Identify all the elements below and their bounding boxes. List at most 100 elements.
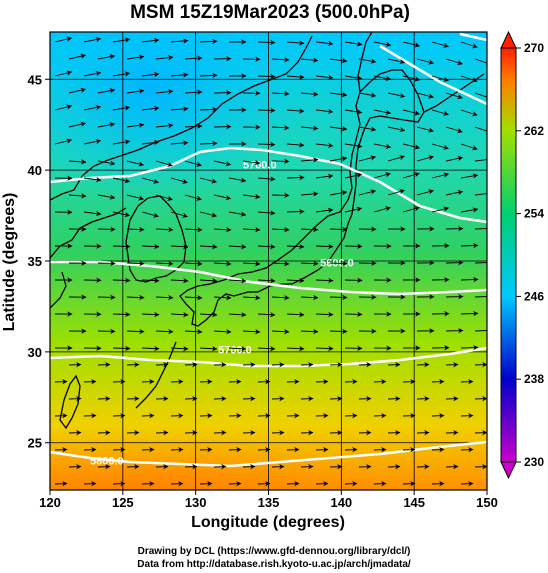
wind-arrow <box>83 176 102 183</box>
wind-arrow <box>329 328 348 335</box>
wind-arrow <box>387 58 406 65</box>
wind-arrow <box>460 173 479 179</box>
wind-arrow <box>155 294 174 301</box>
wind-arrow <box>416 155 434 162</box>
wind-arrow <box>315 74 334 81</box>
wind-arrow <box>387 92 406 99</box>
wind-arrow <box>358 58 377 64</box>
wind-arrow <box>460 242 479 249</box>
wind-arrow <box>54 104 73 111</box>
wind-arrow <box>402 75 421 82</box>
wind-arrow <box>112 243 131 250</box>
wind-arrow <box>126 328 145 335</box>
x-tick-label: 150 <box>476 495 498 510</box>
wind-arrow <box>170 106 189 112</box>
wind-arrow <box>460 109 478 117</box>
wind-arrow <box>474 296 487 298</box>
wind-arrow <box>228 211 247 217</box>
wind-arrow <box>54 36 73 43</box>
wind-arrow <box>141 37 160 44</box>
y-axis-ticks: 25 30 35 40 45 <box>28 72 50 451</box>
wind-arrow <box>329 156 348 162</box>
wind-arrow <box>300 226 319 233</box>
wind-arrow <box>416 126 434 133</box>
wind-arrow <box>242 329 261 335</box>
wind-arrow <box>402 143 421 150</box>
wind-arrow <box>271 90 290 97</box>
wind-arrow <box>228 278 247 284</box>
wind-arrow <box>126 194 145 201</box>
wind-arrow <box>257 277 276 284</box>
x-axis-label: Longitude (degrees) <box>191 514 345 531</box>
contour-label: 5700.0 <box>243 159 277 171</box>
wind-arrow <box>315 142 334 149</box>
wind-arrow <box>344 41 363 47</box>
wind-arrow <box>445 92 463 100</box>
wind-arrow <box>286 174 305 181</box>
wind-arrow <box>271 260 290 267</box>
x-tick-label: 125 <box>112 495 134 510</box>
wind-arrow <box>184 260 203 267</box>
wind-arrow <box>286 243 305 250</box>
wind-arrow <box>228 177 247 183</box>
wind-arrow <box>329 190 348 196</box>
colorbar-scale <box>500 47 517 463</box>
wind-arrow <box>112 177 131 184</box>
wind-arrow <box>460 75 478 83</box>
wind-arrow <box>242 159 261 166</box>
wind-arrow <box>300 57 319 63</box>
x-tick-label: 140 <box>330 495 352 510</box>
wind-arrow <box>257 107 276 114</box>
wind-arrow <box>271 294 290 301</box>
wind-arrow <box>199 140 218 147</box>
wind-arrow <box>402 109 421 116</box>
wind-arrow <box>474 228 487 230</box>
wind-arrow <box>68 121 87 128</box>
wind-arrow <box>474 190 487 197</box>
wind-arrow <box>170 211 188 218</box>
wind-arrow <box>315 207 334 214</box>
wind-arrow <box>242 295 261 301</box>
wind-arrow <box>416 189 434 196</box>
map-title: MSM 15Z19Mar2023 (500.0hPa) <box>130 2 410 23</box>
wind-arrow <box>329 125 348 132</box>
wind-arrow <box>373 206 391 213</box>
wind-arrow <box>68 53 87 60</box>
contour-north <box>379 44 487 106</box>
wind-arrow <box>242 193 261 200</box>
wind-arrow <box>300 328 319 335</box>
wind-arrow <box>431 75 449 82</box>
wind-arrow <box>329 226 348 233</box>
wind-arrow <box>242 261 261 267</box>
y-tick-label: 35 <box>28 254 42 269</box>
wind-arrow <box>329 260 348 267</box>
wind-arrow <box>112 311 131 318</box>
wind-arrow <box>431 41 449 48</box>
wind-arrow <box>257 141 276 148</box>
wind-arrow <box>431 172 450 179</box>
wind-vectors <box>54 36 487 487</box>
wind-arrow <box>199 38 218 45</box>
wind-arrow <box>300 157 319 163</box>
wind-arrow <box>155 160 173 167</box>
wind-arrow <box>315 40 334 47</box>
sakhalin-coastline <box>357 32 373 93</box>
wind-arrow <box>228 312 247 318</box>
colorbar-tick-label: 230 <box>524 455 544 469</box>
wind-arrow <box>445 126 463 134</box>
wind-arrow <box>460 310 479 317</box>
wind-arrow <box>286 208 305 215</box>
wind-arrow <box>184 194 202 201</box>
wind-arrow <box>358 155 376 162</box>
credit-drawing: Drawing by DCL (https://www.gfd-dennou.o… <box>137 546 411 557</box>
wind-arrow <box>126 226 145 233</box>
wind-arrow <box>213 194 232 201</box>
wind-arrow <box>170 38 189 44</box>
wind-arrow <box>257 210 276 216</box>
x-axis-ticks: 120 125 130 135 140 145 150 <box>39 490 498 510</box>
wind-arrow <box>402 172 420 179</box>
wind-arrow <box>445 155 464 162</box>
wind-arrow <box>387 155 405 162</box>
wind-arrow <box>170 243 189 250</box>
